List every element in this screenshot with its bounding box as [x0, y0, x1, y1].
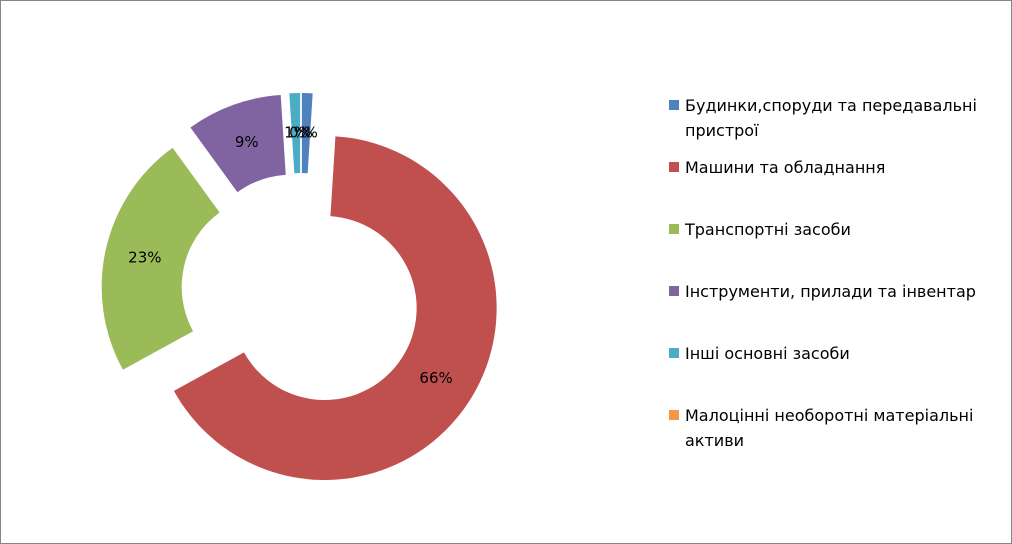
slice [190, 94, 286, 193]
legend-label: Транспортні засоби [685, 220, 851, 239]
legend-label: Малоцінні необоротні матеріальні активи [685, 406, 974, 450]
legend-item: Машини та обладнання [669, 155, 999, 205]
plot-area: 1%66%23%9%1%0% [101, 93, 497, 481]
legend-item: Інструменти, прилади та інвентар [669, 279, 999, 329]
legend-item: Інші основні засоби [669, 341, 999, 391]
legend-swatch [669, 410, 679, 420]
slice [289, 93, 301, 174]
data-label: 1% [284, 124, 308, 142]
data-label: 66% [419, 369, 452, 387]
legend-swatch [669, 224, 679, 234]
slice [101, 147, 220, 370]
legend-label: Інші основні засоби [685, 344, 850, 363]
legend-item: Малоцінні необоротні матеріальні активи [669, 403, 999, 453]
slice [173, 136, 497, 481]
legend-swatch [669, 162, 679, 172]
legend-item: Транспортні засоби [669, 217, 999, 267]
legend-label: Будинки,споруди та передавальні пристрої [685, 96, 977, 140]
legend: Будинки,споруди та передавальні пристрої… [669, 93, 999, 465]
legend-item: Будинки,споруди та передавальні пристрої [669, 93, 999, 143]
legend-label: Інструменти, прилади та інвентар [685, 282, 976, 301]
legend-label: Машини та обладнання [685, 158, 886, 177]
data-label: 23% [128, 249, 161, 267]
data-label: 0% [289, 124, 313, 142]
legend-swatch [669, 348, 679, 358]
legend-swatch [669, 286, 679, 296]
slice [301, 93, 313, 174]
legend-swatch [669, 100, 679, 110]
data-label: 9% [235, 133, 259, 151]
